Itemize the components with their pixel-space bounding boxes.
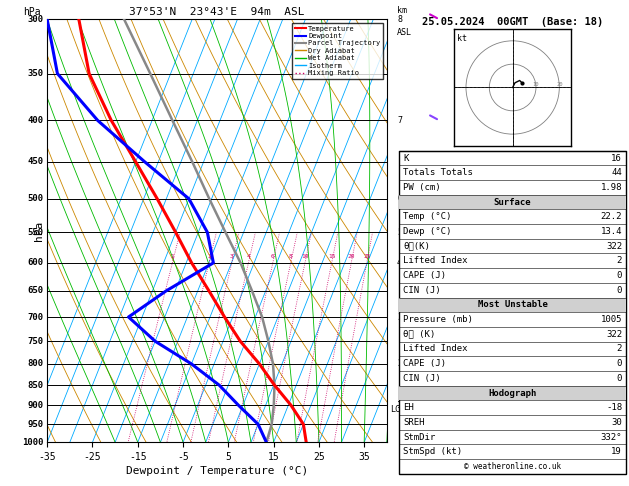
Text: 350: 350 <box>28 69 44 78</box>
Text: 300: 300 <box>28 15 44 24</box>
Text: 2: 2 <box>207 255 211 260</box>
Text: 1000: 1000 <box>22 438 44 447</box>
Text: 2: 2 <box>397 359 402 368</box>
Text: 750: 750 <box>28 337 44 346</box>
Text: Pressure (mb): Pressure (mb) <box>403 315 473 324</box>
Text: CAPE (J): CAPE (J) <box>403 271 446 280</box>
Text: 10: 10 <box>301 255 309 260</box>
Text: km: km <box>397 6 407 15</box>
Text: 10: 10 <box>533 82 539 87</box>
Text: θᴄ(K): θᴄ(K) <box>403 242 430 251</box>
Legend: Temperature, Dewpoint, Parcel Trajectory, Dry Adiabat, Wet Adiabat, Isotherm, Mi: Temperature, Dewpoint, Parcel Trajectory… <box>292 23 383 79</box>
Text: 400: 400 <box>28 116 44 125</box>
Y-axis label: hPa: hPa <box>35 221 45 241</box>
Text: 2: 2 <box>616 345 622 353</box>
Text: 850: 850 <box>28 381 44 390</box>
Text: 332°: 332° <box>601 433 622 442</box>
Text: 8: 8 <box>289 255 292 260</box>
Text: 13.4: 13.4 <box>601 227 622 236</box>
Text: Lifted Index: Lifted Index <box>403 345 468 353</box>
Text: K: K <box>403 154 409 162</box>
X-axis label: Dewpoint / Temperature (°C): Dewpoint / Temperature (°C) <box>126 466 308 476</box>
Text: LCL: LCL <box>390 405 405 414</box>
Text: CIN (J): CIN (J) <box>403 374 441 383</box>
Text: Temp (°C): Temp (°C) <box>403 212 452 221</box>
Text: 3: 3 <box>230 255 233 260</box>
Text: -18: -18 <box>606 403 622 412</box>
Text: 6: 6 <box>271 255 275 260</box>
Text: 8: 8 <box>397 15 402 24</box>
Text: 20: 20 <box>556 82 562 87</box>
Text: Dewp (°C): Dewp (°C) <box>403 227 452 236</box>
Text: SREH: SREH <box>403 418 425 427</box>
Text: Mixing Ratio (g/kg): Mixing Ratio (g/kg) <box>413 183 422 278</box>
Text: 1: 1 <box>397 401 402 410</box>
Text: © weatheronline.co.uk: © weatheronline.co.uk <box>464 462 561 471</box>
Text: 2: 2 <box>616 256 622 265</box>
Text: kt: kt <box>457 34 467 43</box>
Text: 450: 450 <box>28 157 44 166</box>
Text: 950: 950 <box>28 420 44 429</box>
Text: 5: 5 <box>397 228 402 237</box>
Text: 25: 25 <box>363 255 370 260</box>
Text: 500: 500 <box>28 194 44 203</box>
Text: 550: 550 <box>28 228 44 237</box>
Text: Lifted Index: Lifted Index <box>403 256 468 265</box>
Text: 0: 0 <box>616 271 622 280</box>
Text: 0: 0 <box>616 286 622 295</box>
Text: EH: EH <box>403 403 414 412</box>
Text: Hodograph: Hodograph <box>489 388 537 398</box>
Text: 1005: 1005 <box>601 315 622 324</box>
Title: 37°53'N  23°43'E  94m  ASL: 37°53'N 23°43'E 94m ASL <box>129 7 305 17</box>
Text: 1: 1 <box>170 255 174 260</box>
Text: StmDir: StmDir <box>403 433 435 442</box>
Text: 900: 900 <box>28 401 44 410</box>
Text: ASL: ASL <box>397 28 412 37</box>
Text: 700: 700 <box>28 312 44 322</box>
Text: 6: 6 <box>397 194 402 203</box>
Text: 25.05.2024  00GMT  (Base: 18): 25.05.2024 00GMT (Base: 18) <box>422 17 603 27</box>
Text: 650: 650 <box>28 286 44 295</box>
Text: 4: 4 <box>247 255 250 260</box>
Text: StmSpd (kt): StmSpd (kt) <box>403 447 462 456</box>
Text: 30: 30 <box>611 418 622 427</box>
Text: 19: 19 <box>611 447 622 456</box>
Text: Surface: Surface <box>494 198 532 207</box>
Text: 600: 600 <box>28 259 44 267</box>
Text: 1.98: 1.98 <box>601 183 622 192</box>
Text: 800: 800 <box>28 359 44 368</box>
Text: 4: 4 <box>397 259 402 267</box>
Text: 44: 44 <box>611 168 622 177</box>
Text: 22.2: 22.2 <box>601 212 622 221</box>
Text: Totals Totals: Totals Totals <box>403 168 473 177</box>
Text: θᴄ (K): θᴄ (K) <box>403 330 435 339</box>
Text: Most Unstable: Most Unstable <box>477 300 548 310</box>
Text: hPa: hPa <box>23 7 41 17</box>
Text: CAPE (J): CAPE (J) <box>403 359 446 368</box>
Text: 3: 3 <box>397 312 402 322</box>
Text: 7: 7 <box>397 116 402 125</box>
Text: PW (cm): PW (cm) <box>403 183 441 192</box>
Text: 15: 15 <box>328 255 335 260</box>
Text: 322: 322 <box>606 242 622 251</box>
Text: CIN (J): CIN (J) <box>403 286 441 295</box>
Text: 322: 322 <box>606 330 622 339</box>
Text: 0: 0 <box>616 374 622 383</box>
Text: 20: 20 <box>347 255 355 260</box>
Text: 0: 0 <box>616 359 622 368</box>
Text: 16: 16 <box>611 154 622 162</box>
